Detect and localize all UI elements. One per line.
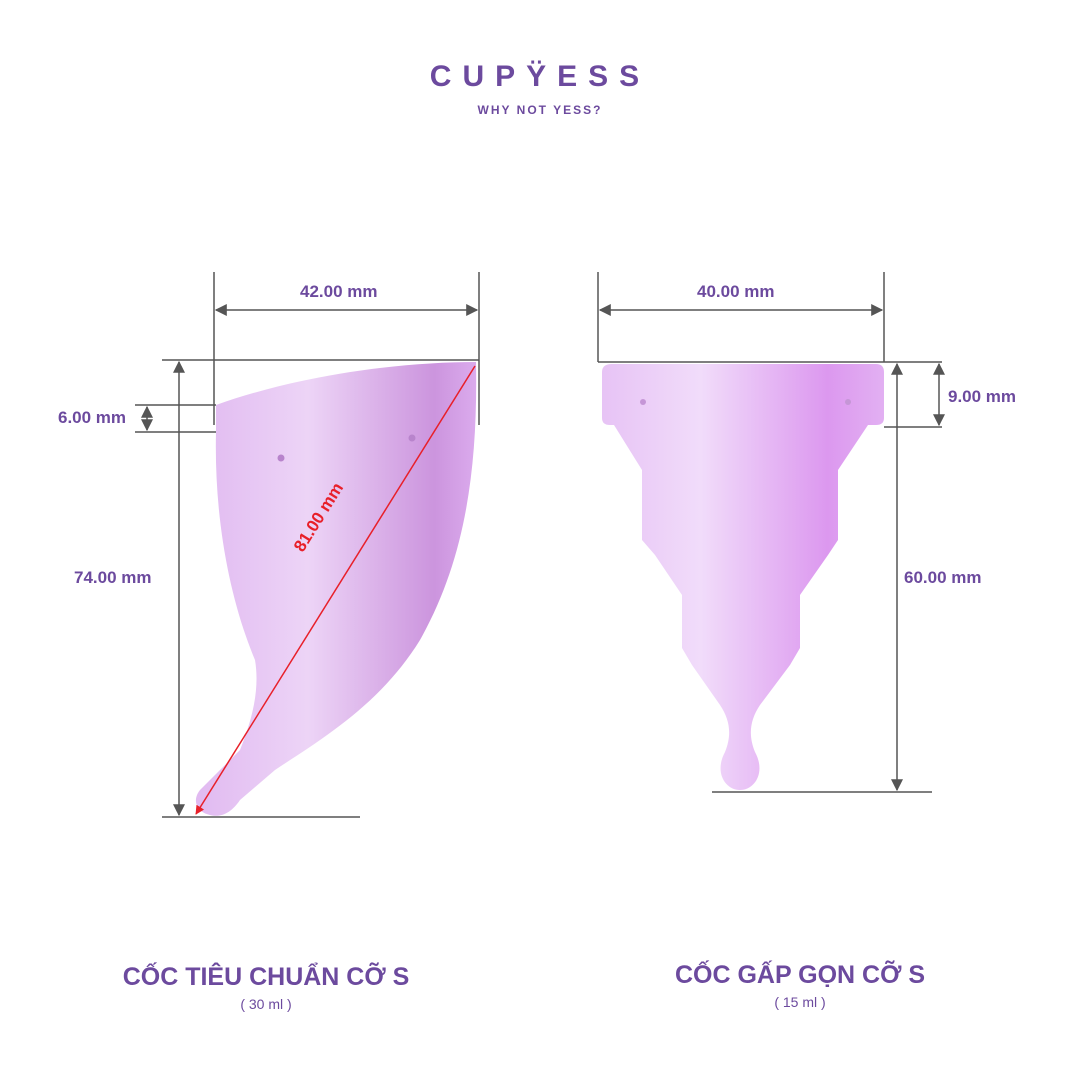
foldable-height-label: 60.00 mm (904, 568, 982, 587)
foldable-cup-title: CỐC GẤP GỌN CỠ S (674, 961, 926, 989)
standard-cup-caption: CỐC TIÊU CHUẨN CỠ S ( 30 ml ) (66, 963, 466, 1012)
brand-logo: CUPŸESS (429, 60, 651, 93)
standard-rim-label: 6.00 mm (58, 408, 127, 427)
standard-cup-title: CỐC TIÊU CHUẨN CỠ S (122, 963, 410, 991)
air-hole (845, 399, 851, 405)
foldable-cup-dimensions (597, 272, 945, 793)
standard-width-label: 42.00 mm (300, 282, 378, 301)
air-hole (640, 399, 646, 405)
diagonal-arrow (195, 365, 476, 815)
air-hole (408, 434, 416, 442)
foldable-cup-shape (602, 364, 884, 790)
air-hole (277, 454, 285, 462)
brand-tagline: WHY NOT YESS? (477, 103, 603, 117)
foldable-rim-label: 9.00 mm (948, 387, 1017, 406)
standard-cup-volume: ( 30 ml ) (240, 996, 292, 1012)
foldable-cup-volume: ( 15 ml ) (774, 994, 826, 1010)
foldable-cup-caption: CỐC GẤP GỌN CỠ S ( 15 ml ) (600, 961, 1000, 1010)
standard-height-label: 74.00 mm (74, 568, 152, 587)
foldable-width-label: 40.00 mm (697, 282, 775, 301)
standard-cup-dimensions (135, 272, 480, 818)
